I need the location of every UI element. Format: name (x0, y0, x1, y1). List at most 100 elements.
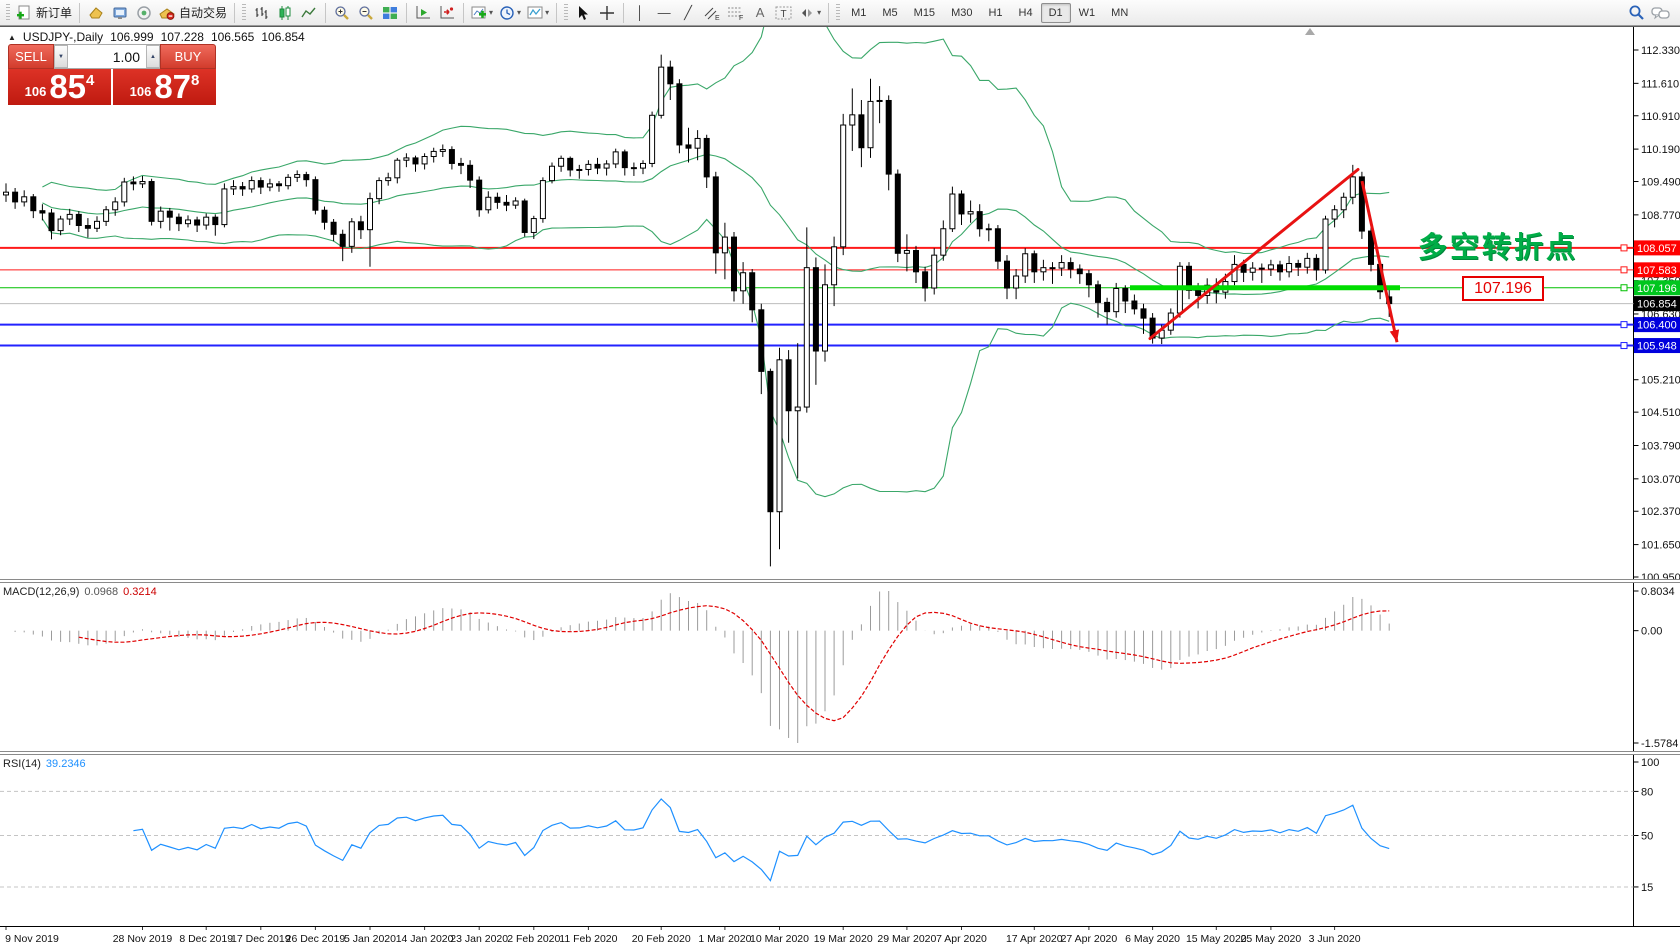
time-axis[interactable]: 9 Nov 2019 28 Nov 2019 8 Dec 2019 17 Dec 20… (0, 926, 1680, 949)
svg-text:E: E (715, 15, 720, 21)
volume-decrease-button[interactable]: ▼ (54, 45, 68, 68)
sell-arrow[interactable] (1360, 180, 1399, 343)
zoom-out-button[interactable] (354, 2, 378, 24)
search-button[interactable] (1624, 2, 1648, 24)
volume-increase-button[interactable]: ▲ (146, 45, 160, 68)
chart-shift-marker-icon[interactable] (1305, 28, 1315, 35)
toolbar-grip[interactable] (242, 3, 247, 22)
svg-text:110.910: 110.910 (1641, 111, 1680, 123)
zoom-in-button[interactable] (330, 2, 354, 24)
candlestick-chart-icon (279, 5, 291, 20)
price-badge (1634, 296, 1680, 312)
terminal-button[interactable] (108, 2, 132, 24)
market-watch-button[interactable] (84, 2, 108, 24)
equidistant-channel-button[interactable]: E (700, 2, 724, 24)
crosshair-button[interactable] (595, 2, 619, 24)
time-axis-label: 26 Dec 2019 (286, 933, 346, 945)
svg-text:102.370: 102.370 (1641, 506, 1680, 518)
level-line-handle (1620, 321, 1628, 329)
svg-text:111.610: 111.610 (1641, 78, 1679, 90)
candlestick-chart-button[interactable] (273, 2, 297, 24)
macd-pane[interactable]: 0.8034 0.00 -1.5784 (0, 583, 1680, 751)
terminal-icon (113, 7, 127, 19)
time-axis-label: 3 Jun 2020 (1309, 933, 1361, 945)
signal-button[interactable] (132, 2, 156, 24)
text-label-button[interactable]: T (772, 2, 796, 24)
buy-price-button[interactable]: 106 87 8 (113, 69, 216, 105)
templates-button[interactable]: ▾ (524, 2, 552, 24)
svg-text:107.583: 107.583 (1637, 265, 1677, 277)
line-chart-button[interactable] (297, 2, 321, 24)
timeframe-M15[interactable]: M15 (913, 6, 936, 19)
timeframe-M1[interactable]: M1 (851, 6, 867, 19)
arrows-button[interactable]: ▾ (796, 2, 824, 24)
cursor-button[interactable] (571, 2, 595, 24)
svg-text:101.650: 101.650 (1641, 540, 1680, 552)
symbol-period-label: USDJPY-,Daily (22, 30, 104, 44)
main-chart-canvas[interactable]: 112.330 111.610 110.910 110.190 109.490 108.7… (0, 27, 1680, 579)
timeframe-MN[interactable]: MN (1111, 6, 1129, 19)
auto-scroll-button[interactable] (435, 2, 459, 24)
rsi-axis-tick: 15 (1641, 882, 1653, 894)
toolbar-grip[interactable] (6, 3, 10, 22)
timeframe-W1[interactable]: W1 (1078, 6, 1096, 19)
bar-chart-button[interactable] (249, 2, 273, 24)
macd-axis-tick: -1.5784 (1641, 738, 1678, 750)
macd-canvas[interactable]: 0.8034 0.00 -1.5784 (0, 583, 1680, 751)
price-badge (1634, 240, 1680, 256)
market-watch-icon (89, 6, 103, 18)
auto-trading-button[interactable]: 自动交易 (156, 2, 230, 24)
fibonacci-icon: F (728, 7, 743, 21)
timeframe-H1[interactable]: H1 (988, 6, 1003, 19)
main-chart-pane[interactable]: 112.330 111.610 110.910 110.190 109.490 108.7… (0, 27, 1680, 579)
indicators-button[interactable]: ▾ (468, 2, 496, 24)
collapse-triangle-icon[interactable]: ▲ (8, 32, 16, 42)
timeframe-D1[interactable]: D1 (1040, 2, 1071, 23)
time-axis-label: 28 Nov 2019 (113, 933, 173, 945)
text-button[interactable]: A (748, 2, 772, 24)
timeframe-M30[interactable]: M30 (951, 6, 973, 19)
periods-button[interactable]: ▾ (496, 2, 524, 24)
svg-text:T: T (781, 9, 787, 20)
level-line-handle (1620, 244, 1628, 252)
tile-windows-button[interactable] (378, 2, 402, 24)
svg-text:106.400: 106.400 (1637, 320, 1677, 332)
chevron-down-icon: ▾ (817, 8, 822, 17)
bar-chart-icon (255, 6, 268, 19)
timeframe-H4[interactable]: H4 (1018, 6, 1033, 19)
vertical-line-button[interactable]: │ (628, 2, 652, 24)
pane-splitter[interactable] (0, 579, 1680, 583)
time-axis-label: 29 Mar 2020 (877, 933, 936, 945)
toolbar-grip[interactable] (836, 3, 841, 22)
time-axis-label: 17 Dec 2019 (231, 933, 291, 945)
pane-splitter[interactable] (0, 751, 1680, 755)
shift-chart-button[interactable] (411, 2, 435, 24)
rsi-pane[interactable]: 100 80 50 15 (0, 755, 1680, 926)
auto-trading-label: 自动交易 (179, 6, 228, 20)
turning-point-annotation[interactable]: 多空转折点 (1418, 230, 1579, 264)
fibonacci-button[interactable]: F (724, 2, 748, 24)
buy-button[interactable]: BUY (160, 44, 216, 69)
time-axis-label: 9 Nov 2019 (5, 933, 59, 945)
buy-price-prefix: 106 (129, 84, 152, 99)
chat-button[interactable] (1648, 2, 1674, 24)
chevron-down-icon: ▾ (545, 8, 550, 17)
one-click-trading-panel: SELL ▼ ▲ BUY 106 85 4 106 87 8 (8, 44, 216, 105)
indicators-icon (471, 6, 487, 18)
rsi-canvas[interactable]: 100 80 50 15 (0, 755, 1680, 926)
macd-axis-tick: 0.8034 (1641, 586, 1675, 598)
templates-icon (527, 6, 543, 18)
horizontal-line-icon: — (657, 5, 671, 20)
timeframe-M5[interactable]: M5 (882, 6, 898, 19)
new-order-button[interactable]: 新订单 (13, 2, 75, 24)
sell-price-button[interactable]: 106 85 4 (8, 69, 111, 105)
price-box-annotation[interactable]: 107.196 (1462, 276, 1544, 301)
volume-input[interactable] (68, 45, 146, 68)
rsi-axis-tick: 80 (1641, 786, 1653, 798)
trendline-up[interactable] (1148, 167, 1360, 341)
toolbar-grip[interactable] (564, 3, 569, 22)
trendline-button[interactable]: ╱ (676, 2, 700, 24)
horizontal-line-button[interactable]: — (652, 2, 676, 24)
sell-button[interactable]: SELL (8, 44, 54, 69)
